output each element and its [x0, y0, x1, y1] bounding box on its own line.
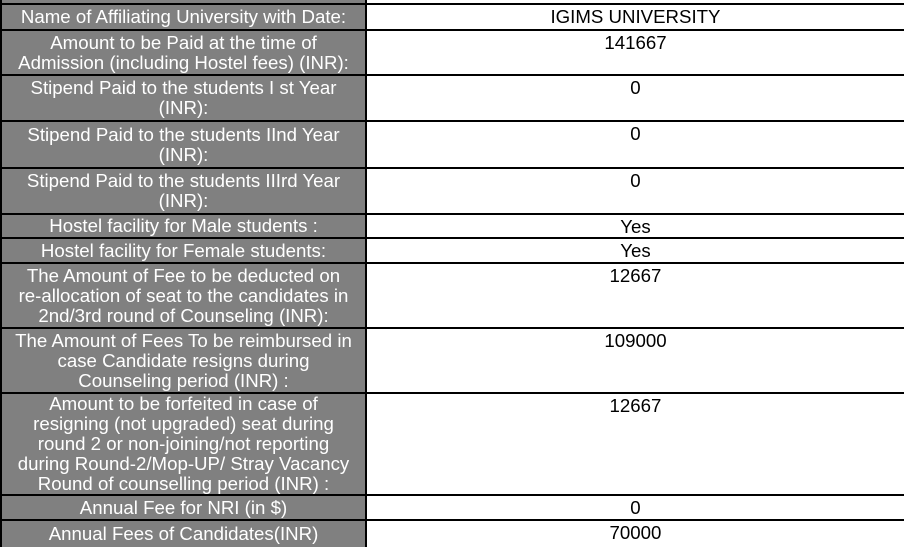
table-row: Annual Fee for NRI (in $) 0 — [2, 496, 904, 521]
row-label-fee-deducted-reallocation: The Amount of Fee to be deducted on re-a… — [2, 264, 367, 327]
row-value-admission-amount: 141667 — [367, 31, 904, 74]
table-row: Hostel facility for Male students : Yes — [2, 215, 904, 239]
row-label-hostel-male: Hostel facility for Male students : — [2, 215, 367, 237]
row-value-stipend-year2: 0 — [367, 122, 904, 167]
row-label-fee-reimbursed-resign: The Amount of Fees To be reimbursed in c… — [2, 329, 367, 392]
row-label-affiliating-university: Name of Affiliating University with Date… — [2, 5, 367, 29]
table-row: Stipend Paid to the students IInd Year (… — [2, 122, 904, 169]
row-label-stipend-year3: Stipend Paid to the students IIIrd Year … — [2, 169, 367, 213]
partial-row-top — [2, 0, 904, 5]
table-row: The Amount of Fee to be deducted on re-a… — [2, 264, 904, 329]
row-label-annual-fee-nri: Annual Fee for NRI (in $) — [2, 496, 367, 519]
table-row: Annual Fees of Candidates(INR) 70000 — [2, 521, 904, 547]
row-label-hostel-female: Hostel facility for Female students: — [2, 239, 367, 262]
row-label-stipend-year2: Stipend Paid to the students IInd Year (… — [2, 122, 367, 167]
table-row: Amount to be forfeited in case of resign… — [2, 394, 904, 496]
partial-row-label-cell — [2, 0, 367, 3]
table-row: Amount to be Paid at the time of Admissi… — [2, 31, 904, 76]
table-row: Name of Affiliating University with Date… — [2, 5, 904, 31]
row-label-admission-amount: Amount to be Paid at the time of Admissi… — [2, 31, 367, 74]
row-value-hostel-female: Yes — [367, 239, 904, 262]
row-label-annual-fees-candidates: Annual Fees of Candidates(INR) — [2, 521, 367, 547]
row-value-stipend-year3: 0 — [367, 169, 904, 213]
row-value-fee-reimbursed-resign: 109000 — [367, 329, 904, 392]
row-label-amount-forfeited: Amount to be forfeited in case of resign… — [2, 394, 367, 494]
row-value-fee-deducted-reallocation: 12667 — [367, 264, 904, 327]
row-label-stipend-year1: Stipend Paid to the students I st Year (… — [2, 76, 367, 120]
row-value-hostel-male: Yes — [367, 215, 904, 237]
row-value-amount-forfeited: 12667 — [367, 394, 904, 494]
table-row: Stipend Paid to the students I st Year (… — [2, 76, 904, 122]
table-row: Hostel facility for Female students: Yes — [2, 239, 904, 264]
row-value-annual-fee-nri: 0 — [367, 496, 904, 519]
row-value-stipend-year1: 0 — [367, 76, 904, 120]
table-row: The Amount of Fees To be reimbursed in c… — [2, 329, 904, 394]
table-row: Stipend Paid to the students IIIrd Year … — [2, 169, 904, 215]
row-value-annual-fees-candidates: 70000 — [367, 521, 904, 547]
partial-row-value-cell — [367, 0, 904, 3]
row-value-affiliating-university: IGIMS UNIVERSITY — [367, 5, 904, 29]
